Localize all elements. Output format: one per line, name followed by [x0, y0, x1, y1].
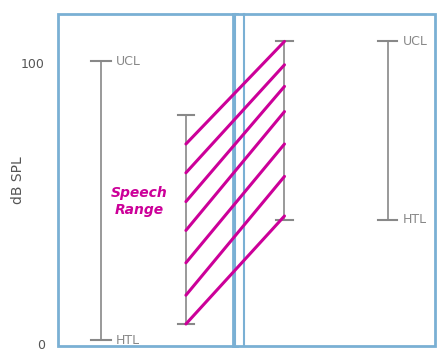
Bar	[58, 14, 237, 346]
Text: HTL: HTL	[403, 213, 427, 226]
Text: Speech
Range: Speech Range	[111, 186, 167, 217]
Bar	[233, 14, 435, 346]
Text: UCL: UCL	[403, 35, 428, 48]
Text: UCL: UCL	[116, 55, 141, 68]
Text: HTL: HTL	[116, 334, 140, 347]
Text: dB SPL: dB SPL	[11, 156, 25, 204]
Text: 100: 100	[21, 58, 45, 71]
Text: 0: 0	[37, 339, 45, 352]
